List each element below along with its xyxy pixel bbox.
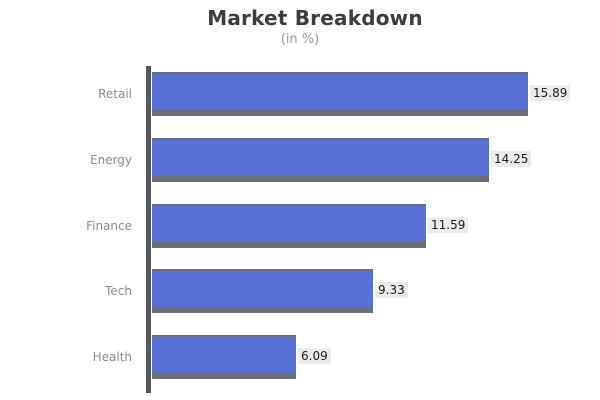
category-label: Tech [105,283,132,298]
category-label: Finance [86,218,132,233]
value-label: 15.89 [530,85,571,101]
bar [152,72,528,116]
category-label: Retail [98,86,132,101]
bar [152,335,296,379]
value-label: 11.59 [428,217,469,233]
category-label: Health [92,349,132,364]
bar-row: Health 6.09 [0,335,600,379]
chart-title: Market Breakdown [207,6,423,30]
value-label: 9.33 [375,282,408,298]
value-label: 14.25 [491,151,532,167]
bar [152,269,373,313]
bar-row: Retail 15.89 [0,72,600,116]
bar [152,138,489,182]
bar [152,204,426,248]
y-axis-line [146,66,151,393]
category-label: Energy [89,152,132,167]
bar-row: Energy 14.25 [0,138,600,182]
bar-row: Finance 11.59 [0,204,600,248]
bar-row: Tech 9.33 [0,269,600,313]
value-label: 6.09 [298,348,331,364]
chart-subtitle: (in %) [280,32,320,47]
